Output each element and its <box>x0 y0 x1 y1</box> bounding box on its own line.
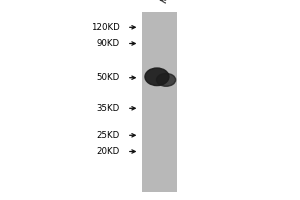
Text: MCF-7: MCF-7 <box>159 0 181 5</box>
Text: 35KD: 35KD <box>97 104 120 113</box>
Text: 20KD: 20KD <box>97 147 120 156</box>
Text: 50KD: 50KD <box>97 73 120 82</box>
Text: 25KD: 25KD <box>97 131 120 140</box>
Ellipse shape <box>145 68 169 86</box>
Ellipse shape <box>157 73 175 86</box>
Text: 120KD: 120KD <box>91 23 120 32</box>
Text: 90KD: 90KD <box>97 39 120 48</box>
Bar <box>142 12 177 192</box>
